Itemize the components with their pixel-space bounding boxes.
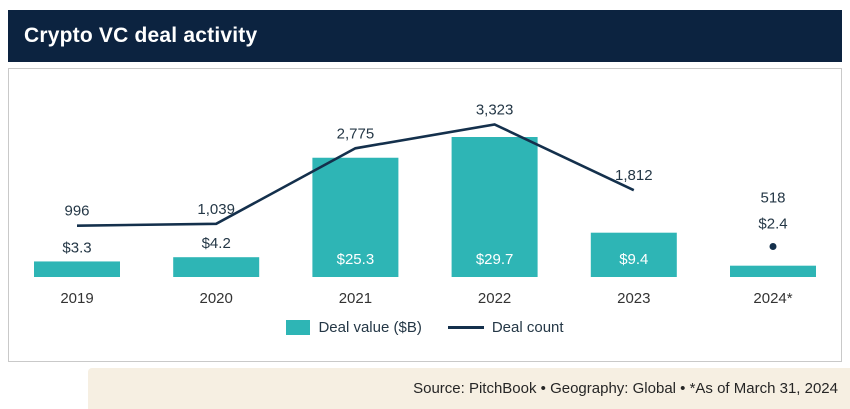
value-label-2020: $4.2	[202, 235, 231, 252]
x-label-2021: 2021	[339, 290, 372, 307]
deal-count-line	[76, 123, 635, 227]
source-text: Source: PitchBook • Geography: Global • …	[413, 380, 838, 397]
count-label-2021: 2,775	[337, 125, 375, 142]
bar-2022	[451, 137, 538, 277]
chart-title-bar: Crypto VC deal activity	[8, 10, 842, 62]
page-title: Crypto VC deal activity	[24, 24, 258, 47]
bar-2024*	[730, 265, 816, 277]
x-label-2020: 2020	[200, 290, 233, 307]
legend-deal-value-label: Deal value ($B)	[318, 319, 422, 336]
chart-panel: 996 $3.3 2019 1,039 $4.2 2020 2,775 $25.3 2021 3,…	[8, 68, 842, 362]
deal-count-line-icon	[447, 326, 484, 329]
deal-value-swatch-icon	[286, 320, 311, 335]
x-label-2023: 2023	[617, 290, 650, 307]
x-label-2022: 2022	[478, 290, 511, 307]
value-label-2023: $9.4	[619, 251, 648, 268]
source-footer: Source: PitchBook • Geography: Global • …	[88, 368, 850, 409]
x-label-2019: 2019	[60, 290, 93, 307]
value-label-2024*: $2.4	[758, 215, 787, 232]
count-label-2020: 1,039	[197, 201, 235, 218]
value-label-2022: $29.7	[476, 251, 514, 268]
bar-2023	[590, 232, 677, 277]
value-label-2021: $25.3	[337, 251, 375, 268]
value-label-2019: $3.3	[62, 239, 91, 256]
bar-2021	[312, 157, 399, 277]
combo-chart: 996 $3.3 2019 1,039 $4.2 2020 2,775 $25.3 2021 3,…	[34, 101, 816, 307]
count-label-2022: 3,323	[476, 101, 514, 118]
count-label-2023: 1,812	[615, 167, 653, 184]
x-label-2024*: 2024*	[753, 290, 792, 307]
count-label-2024*: 518	[760, 189, 785, 206]
chart-legend: Deal value ($B) Deal count	[9, 319, 841, 336]
bar-2019	[34, 261, 120, 277]
count-label-2019: 996	[64, 203, 89, 220]
bar-2020	[173, 257, 260, 277]
deal-count-dot-2024*	[769, 242, 777, 250]
legend-deal-count-label: Deal count	[491, 319, 564, 336]
